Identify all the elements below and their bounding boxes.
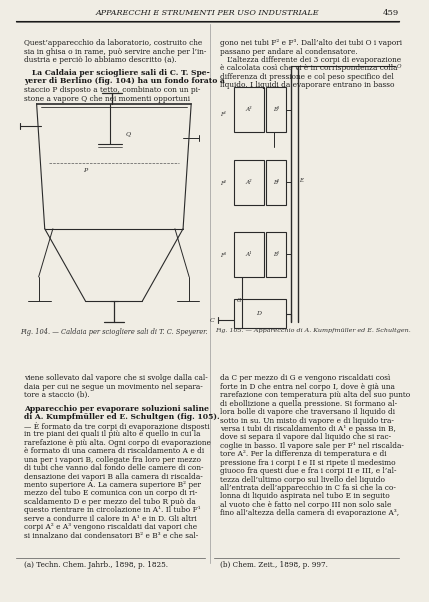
Text: versa i tubi di riscaldamento di A¹ e passa in B,: versa i tubi di riscaldamento di A¹ e pa… [220,425,396,433]
Text: al vuoto che è fatto nel corpo III non solo sale: al vuoto che è fatto nel corpo III non s… [220,501,391,509]
Text: sia in ghisa o in rame, può servire anche per l’in-: sia in ghisa o in rame, può servire anch… [24,48,207,55]
Text: di tubi che vanno dal fondo delle camere di con-: di tubi che vanno dal fondo delle camere… [24,464,204,472]
Bar [266,232,286,277]
Text: lonna di liquido aspirata nel tubo E in seguito: lonna di liquido aspirata nel tubo E in … [220,492,390,500]
Text: P: P [83,167,88,173]
Text: A¹: A¹ [246,252,253,257]
Text: scaldamento D e per mezzo del tubo R può da: scaldamento D e per mezzo del tubo R può… [24,498,196,506]
Text: coglie in basso. Il vapore sale per F¹ nel riscalda-: coglie in basso. Il vapore sale per F¹ n… [220,442,404,450]
Text: tore a staccio (b).: tore a staccio (b). [24,391,90,399]
Text: La Caldaia per sciogliere sali di C. T. Spe-: La Caldaia per sciogliere sali di C. T. … [24,69,210,76]
Text: rarefazione è più alta. Ogni corpo di evaporazione: rarefazione è più alta. Ogni corpo di ev… [24,439,211,447]
Text: A³: A³ [246,107,253,113]
Text: è formato di una camera di riscaldamento A e di: è formato di una camera di riscaldamento… [24,447,205,455]
Text: — È formato da tre corpi di evaporazione disposti: — È formato da tre corpi di evaporazione… [24,422,210,431]
Text: mento superiore A. La camera superiore B² per: mento superiore A. La camera superiore B… [24,481,201,489]
Text: densazione dei vapori B alla camera di riscalda-: densazione dei vapori B alla camera di r… [24,473,203,480]
Text: tezza dell’ultimo corpo sul livello del liquido: tezza dell’ultimo corpo sul livello del … [220,476,385,483]
Text: C: C [210,318,215,323]
Text: gono nei tubi F² e F³. Dall’alto dei tubi O i vapori: gono nei tubi F² e F³. Dall’alto dei tub… [220,39,402,47]
Text: F²: F² [220,181,226,186]
Text: di ebollizione a quella pressione. Si formano al-: di ebollizione a quella pressione. Si fo… [220,400,397,408]
Text: stone a vapore Q che nei momenti opportuni: stone a vapore Q che nei momenti opportu… [24,95,190,102]
Text: Quest’apparecchio da laboratorio, costruito che: Quest’apparecchio da laboratorio, costru… [24,39,202,47]
Text: yerer di Berlino (fig. 104) ha un fondo forato a: yerer di Berlino (fig. 104) ha un fondo … [24,77,225,85]
Text: si innalzano dai condensatori B² e B³ e che sal-: si innalzano dai condensatori B² e B³ e … [24,532,199,539]
Text: pressione fra i corpi I e II si ripete il medesimo: pressione fra i corpi I e II si ripete i… [220,459,395,467]
Text: Q: Q [126,131,131,137]
Text: differenza di pressione e col peso specifico del: differenza di pressione e col peso speci… [220,73,393,81]
Text: da C per mezzo di G e vengono riscaldati così: da C per mezzo di G e vengono riscaldati… [220,374,390,382]
Text: dove si separa il vapore dal liquido che si rac-: dove si separa il vapore dal liquido che… [220,433,391,441]
Text: L’altezza differente dei 3 corpi di evaporazione: L’altezza differente dei 3 corpi di evap… [220,56,401,64]
Text: corpi A² e A³ vengono riscaldati dai vapori che: corpi A² e A³ vengono riscaldati dai vap… [24,523,197,531]
Text: B²: B² [273,179,279,185]
Text: tore A². Per la differenza di temperatura e di: tore A². Per la differenza di temperatur… [220,450,386,458]
Bar [234,232,264,277]
Text: questo rientrare in circolazione in A¹. Il tubo F¹: questo rientrare in circolazione in A¹. … [24,506,201,514]
Text: (b) Chem. Zeit., 1898, p. 997.: (b) Chem. Zeit., 1898, p. 997. [220,561,328,569]
Text: Fig. 105. — Apparecchio di A. Kumpfmüller ed E. Schultgen.: Fig. 105. — Apparecchio di A. Kumpfmülle… [215,328,411,333]
Bar [234,160,264,205]
Bar [266,87,286,132]
Text: (a) Techn. Chem. Jahrb., 1898, p. 1825.: (a) Techn. Chem. Jahrb., 1898, p. 1825. [24,561,169,569]
Bar [234,299,286,328]
Text: è calcolata così che vi è in corrispondenza colla: è calcolata così che vi è in corrisponde… [220,64,397,72]
Text: giuoco fra questi due e fra i corpi II e III, e l’al-: giuoco fra questi due e fra i corpi II e… [220,467,396,475]
Text: Apparecchio per evaporare soluzioni saline: Apparecchio per evaporare soluzioni sali… [24,405,209,412]
Text: sotto in su. Un misto di vapore e di liquido tra-: sotto in su. Un misto di vapore e di liq… [220,417,393,424]
Text: APPARECCHI E STRUMENTI PER USO INDUSTRIALE: APPARECCHI E STRUMENTI PER USO INDUSTRIA… [96,9,319,17]
Text: staccio P disposto a tetto, combinato con un pi-: staccio P disposto a tetto, combinato co… [24,86,201,94]
Text: una per i vapori B, collegate fra loro per mezzo: una per i vapori B, collegate fra loro p… [24,456,201,464]
Text: all’entrata dell’apparecchio in C fa sì che la co-: all’entrata dell’apparecchio in C fa sì … [220,484,396,492]
Bar [266,160,286,205]
Text: liquido. I liquidi da evaporare entrano in basso: liquido. I liquidi da evaporare entrano … [220,81,394,89]
Text: 459: 459 [383,9,399,17]
Text: D: D [257,311,261,316]
Text: A²: A² [246,179,253,185]
Text: E: E [299,178,302,183]
Text: B³: B³ [273,107,279,113]
Text: F³: F³ [220,253,226,258]
Text: mezzo del tubo E comunica con un corpo di ri-: mezzo del tubo E comunica con un corpo d… [24,489,198,497]
Text: fino all’altezza della camera di evaporazione A³,: fino all’altezza della camera di evapora… [220,509,399,517]
Text: O: O [397,64,401,69]
Text: rarefazione con temperatura più alta del suo punto: rarefazione con temperatura più alta del… [220,391,410,399]
Text: in tre piani dei quali il più alto è quello in cui la: in tre piani dei quali il più alto è que… [24,430,201,438]
Text: forte in D che entra nel corpo I, dove è già una: forte in D che entra nel corpo I, dove è… [220,383,395,391]
Text: Fig. 104. — Caldaia per sciogliere sali di T. C. Speyerer.: Fig. 104. — Caldaia per sciogliere sali … [20,328,208,336]
Bar [234,87,264,132]
Text: daia per cui ne segue un movimento nel separa-: daia per cui ne segue un movimento nel s… [24,383,203,391]
Text: B¹: B¹ [273,252,279,257]
Text: serve a condurre il calore in A¹ e in D. Gli altri: serve a condurre il calore in A¹ e in D.… [24,515,197,523]
Text: passano per andare al condensatore.: passano per andare al condensatore. [220,48,357,55]
Text: lora bolle di vapore che traversano il liquido di: lora bolle di vapore che traversano il l… [220,408,395,416]
Text: F¹: F¹ [220,112,226,117]
Text: viene sollevato dal vapore che si svolge dalla cal-: viene sollevato dal vapore che si svolge… [24,374,208,382]
Text: di A. Kumpfmüller ed E. Schultgen (fig. 105).: di A. Kumpfmüller ed E. Schultgen (fig. … [24,413,220,421]
Text: G: G [237,299,241,303]
Text: dustria e perciò lo abbiamo descritto (a).: dustria e perciò lo abbiamo descritto (a… [24,56,177,64]
